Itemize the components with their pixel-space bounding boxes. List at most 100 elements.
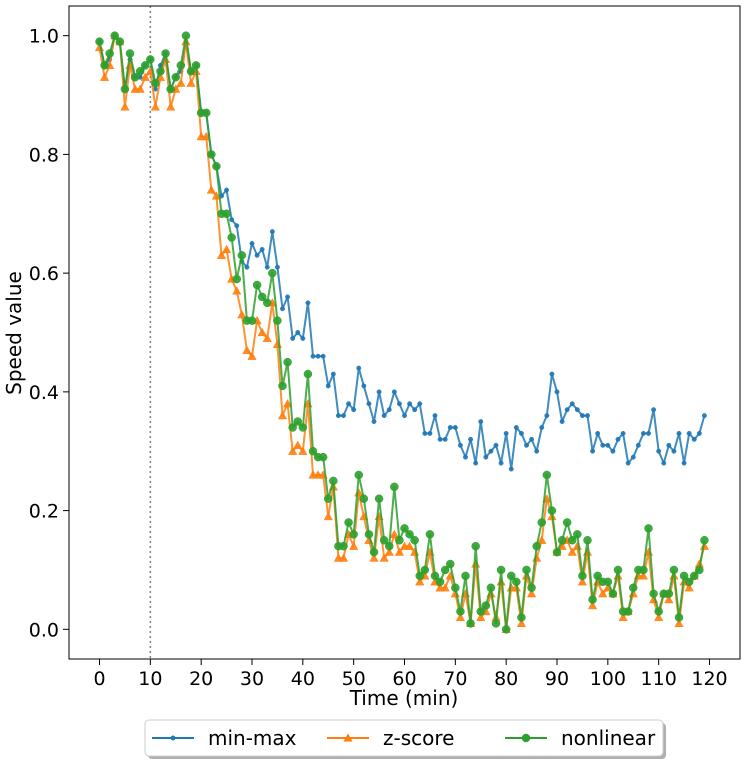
data-point-nonlinear — [257, 292, 267, 302]
data-point-nonlinear — [146, 55, 155, 64]
data-point-min-max — [422, 430, 428, 436]
data-point-min-max — [412, 407, 418, 413]
data-point-z-score — [176, 78, 186, 87]
data-point-min-max — [295, 330, 301, 335]
data-point-min-max — [254, 252, 260, 258]
data-point-nonlinear — [283, 357, 292, 367]
data-point-min-max — [452, 425, 458, 430]
data-point-nonlinear — [568, 536, 577, 545]
data-point-nonlinear — [324, 494, 333, 503]
data-point-nonlinear — [501, 625, 511, 634]
x-tick-label: 0 — [93, 668, 105, 690]
data-point-z-score — [211, 191, 222, 200]
data-point-z-score — [120, 102, 130, 111]
legend-items: min-max z-score nonlinear — [152, 726, 656, 750]
data-point-min-max — [595, 430, 601, 436]
data-point-min-max — [610, 448, 616, 454]
data-point-min-max — [361, 383, 367, 389]
data-point-min-max — [325, 383, 331, 389]
y-tick-label: 0.2 — [29, 501, 59, 523]
y-axis-label: Speed value — [2, 271, 26, 395]
data-point-min-max — [564, 407, 570, 413]
data-point-min-max — [493, 442, 499, 448]
data-point-z-score — [379, 553, 389, 562]
data-point-nonlinear — [344, 518, 353, 527]
data-point-min-max — [590, 448, 596, 454]
data-point-nonlinear — [176, 61, 186, 70]
data-point-min-max — [473, 460, 479, 466]
data-point-nonlinear — [237, 251, 247, 260]
data-point-min-max — [661, 460, 667, 466]
data-point-nonlinear — [100, 61, 109, 70]
data-point-nonlinear — [623, 607, 633, 616]
data-point-min-max — [524, 442, 529, 448]
data-point-z-score — [166, 102, 176, 111]
data-point-min-max — [447, 425, 453, 430]
data-point-nonlinear — [588, 595, 597, 604]
data-point-nonlinear — [654, 607, 663, 616]
data-point-z-score — [323, 511, 333, 521]
data-point-nonlinear — [125, 49, 135, 58]
data-point-nonlinear — [191, 61, 201, 70]
data-point-nonlinear — [308, 446, 318, 456]
data-point-nonlinear — [364, 530, 374, 539]
legend-item-nonlinear: nonlinear — [505, 726, 656, 750]
data-point-nonlinear — [151, 78, 160, 88]
data-point-min-max — [432, 413, 438, 419]
x-tick-label: 10 — [138, 668, 162, 690]
data-point-nonlinear — [537, 518, 546, 527]
data-point-z-score — [135, 84, 145, 93]
data-point-z-score — [664, 594, 674, 604]
data-point-min-max — [305, 300, 311, 306]
data-point-nonlinear — [679, 571, 689, 581]
data-point-nonlinear — [369, 547, 379, 557]
data-point-min-max — [259, 246, 265, 252]
data-point-nonlinear — [476, 607, 485, 616]
data-point-min-max — [407, 401, 413, 407]
data-point-nonlinear — [629, 583, 638, 593]
data-point-nonlinear — [120, 84, 130, 94]
data-point-nonlinear — [420, 565, 430, 575]
data-point-z-score — [684, 583, 694, 592]
data-point-min-max — [417, 401, 423, 407]
data-point-z-score — [404, 541, 415, 550]
data-point-nonlinear — [303, 369, 313, 379]
data-point-z-score — [618, 612, 628, 622]
data-point-nonlinear — [481, 601, 491, 610]
data-point-min-max — [701, 413, 707, 419]
data-point-z-score — [476, 612, 486, 622]
data-point-min-max — [356, 365, 362, 371]
legend-label: min-max — [208, 726, 297, 750]
data-point-min-max — [585, 413, 590, 419]
data-point-min-max — [666, 442, 672, 448]
data-point-min-max — [330, 371, 336, 377]
data-point-min-max — [635, 442, 641, 448]
data-point-z-score — [384, 547, 394, 556]
data-point-z-score — [247, 351, 257, 360]
data-point-nonlinear — [461, 571, 470, 581]
x-tick-label: 120 — [691, 668, 727, 690]
data-point-nonlinear — [141, 61, 150, 70]
data-point-z-score — [567, 547, 577, 556]
data-point-min-max — [615, 436, 621, 442]
plot-area — [69, 6, 740, 659]
data-point-z-score — [282, 399, 293, 408]
data-point-nonlinear — [278, 381, 287, 391]
series-layer — [94, 30, 710, 634]
data-point-nonlinear — [374, 494, 384, 503]
data-point-z-score — [99, 72, 110, 81]
data-point-z-score — [394, 547, 405, 556]
legend-swatch-marker — [343, 733, 353, 742]
legend-item-min-max: min-max — [152, 726, 297, 750]
data-point-min-max — [437, 436, 443, 442]
data-point-min-max — [646, 430, 651, 436]
data-point-nonlinear — [405, 530, 414, 539]
data-point-nonlinear — [202, 108, 211, 118]
legend-box — [144, 719, 664, 757]
y-tick-label: 0.0 — [29, 619, 59, 641]
data-point-nonlinear — [440, 565, 450, 575]
data-point-nonlinear — [674, 613, 684, 622]
data-point-min-max — [569, 401, 575, 407]
data-point-min-max — [513, 425, 519, 430]
data-point-min-max — [234, 223, 240, 229]
